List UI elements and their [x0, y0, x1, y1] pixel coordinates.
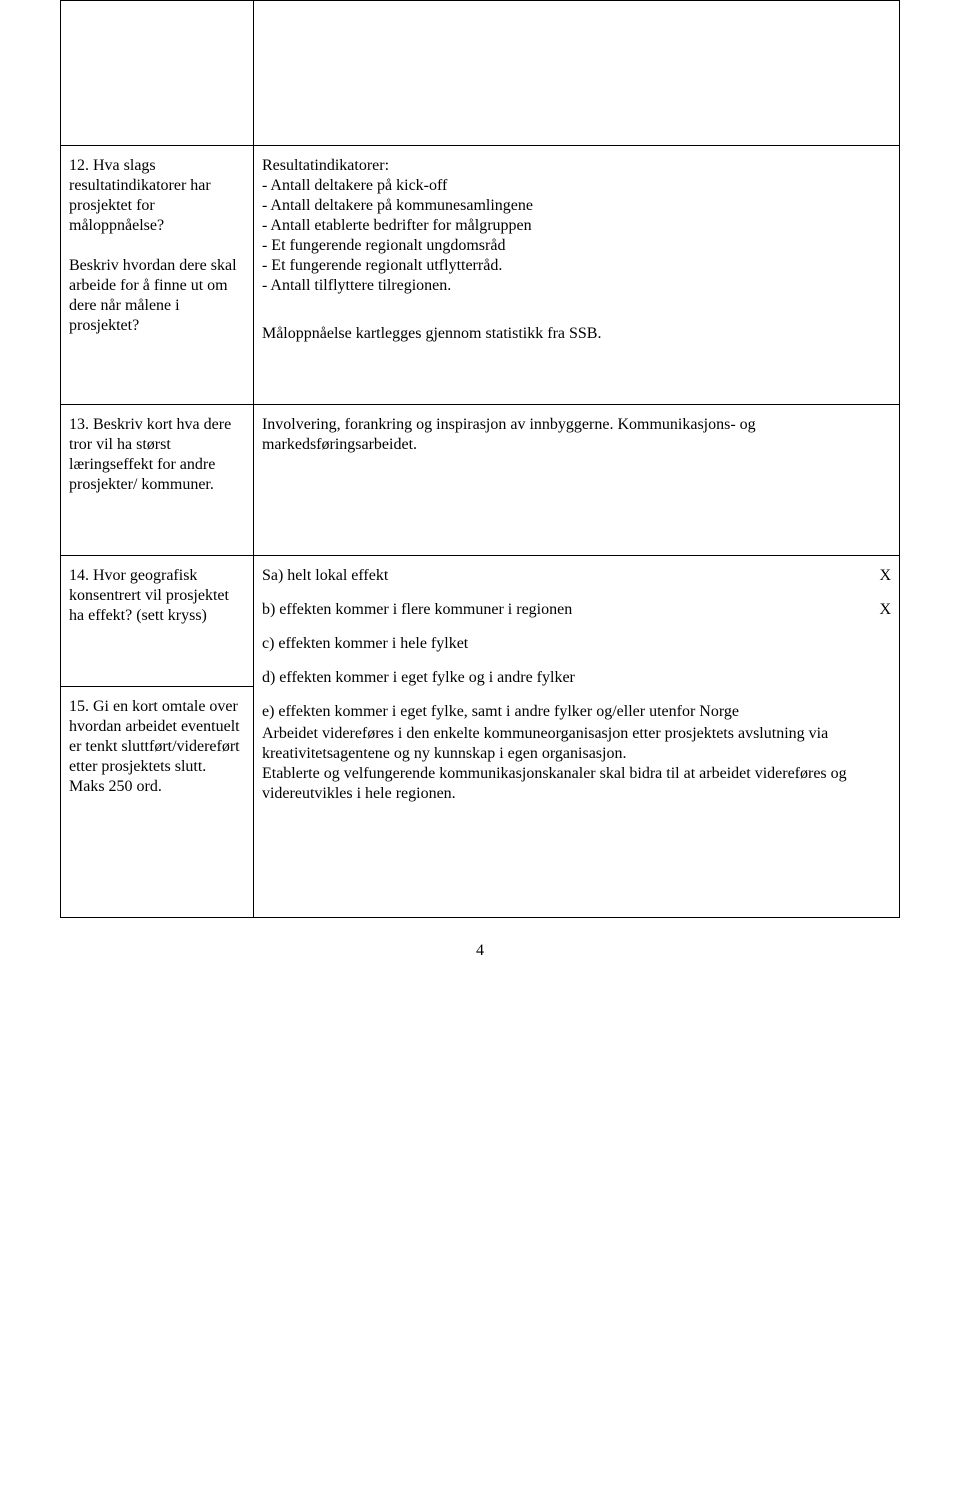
question-cell-12: 12. Hva slags resultatindikatorer har pr…	[61, 146, 254, 405]
option-label: e) effekten kommer i eget fylke, samt i …	[262, 702, 871, 722]
table-row	[61, 1, 900, 146]
empty-cell-left	[61, 1, 254, 146]
option-row: c) effekten kommer i hele fylket	[262, 634, 891, 654]
table-row: 14. Hvor geografisk konsentrert vil pros…	[61, 556, 900, 687]
answer-text: Involvering, forankring og inspirasjon a…	[262, 415, 891, 455]
option-row: d) effekten kommer i eget fylke og i and…	[262, 668, 891, 688]
question-cell-14: 14. Hvor geografisk konsentrert vil pros…	[61, 556, 254, 687]
answer-bullet: - Antall tilflyttere tilregionen.	[262, 276, 891, 296]
answer-bullet: - Et fungerende regionalt utflytterråd.	[262, 256, 891, 276]
page-number: 4	[60, 942, 900, 960]
answer-cell-12: Resultatindikatorer: - Antall deltakere …	[253, 146, 899, 405]
question-cell-15: 15. Gi en kort omtale over hvordan arbei…	[61, 687, 254, 918]
question-text: 15. Gi en kort omtale over hvordan arbei…	[69, 697, 245, 797]
answer-cell-13: Involvering, forankring og inspirasjon a…	[253, 405, 899, 556]
option-row: b) effekten kommer i flere kommuner i re…	[262, 600, 891, 620]
option-mark	[871, 668, 891, 688]
qa-table: 12. Hva slags resultatindikatorer har pr…	[60, 0, 900, 918]
question-text: 13. Beskriv kort hva dere tror vil ha st…	[69, 415, 245, 495]
answer-footer: Måloppnåelse kartlegges gjennom statisti…	[262, 324, 891, 344]
option-mark	[871, 702, 891, 722]
option-label: b) effekten kommer i flere kommuner i re…	[262, 600, 871, 620]
table-row: 12. Hva slags resultatindikatorer har pr…	[61, 146, 900, 405]
document-page: 12. Hva slags resultatindikatorer har pr…	[0, 0, 960, 1000]
option-label: Sa) helt lokal effekt	[262, 566, 871, 586]
answer-bullet: - Antall deltakere på kommunesamlingene	[262, 196, 891, 216]
answer-bullet: - Et fungerende regionalt ungdomsråd	[262, 236, 891, 256]
option-label: d) effekten kommer i eget fylke og i and…	[262, 668, 871, 688]
answer-bullet: - Antall etablerte bedrifter for målgrup…	[262, 216, 891, 236]
question-text: 14. Hvor geografisk konsentrert vil pros…	[69, 566, 245, 626]
answer-cell-14-15: Sa) helt lokal effekt X b) effekten komm…	[253, 556, 899, 918]
question-cell-13: 13. Beskriv kort hva dere tror vil ha st…	[61, 405, 254, 556]
option-row: e) effekten kommer i eget fylke, samt i …	[262, 702, 891, 722]
answer-heading: Resultatindikatorer:	[262, 156, 891, 176]
option-row: Sa) helt lokal effekt X	[262, 566, 891, 586]
empty-cell-right	[253, 1, 899, 146]
answer-bullet: - Antall deltakere på kick-off	[262, 176, 891, 196]
option-label: c) effekten kommer i hele fylket	[262, 634, 871, 654]
option-mark: X	[871, 600, 891, 620]
option-mark: X	[871, 566, 891, 586]
table-row: 13. Beskriv kort hva dere tror vil ha st…	[61, 405, 900, 556]
option-mark	[871, 634, 891, 654]
question-text: 12. Hva slags resultatindikatorer har pr…	[69, 156, 245, 336]
answer-text-15: Arbeidet videreføres i den enkelte kommu…	[262, 724, 891, 804]
